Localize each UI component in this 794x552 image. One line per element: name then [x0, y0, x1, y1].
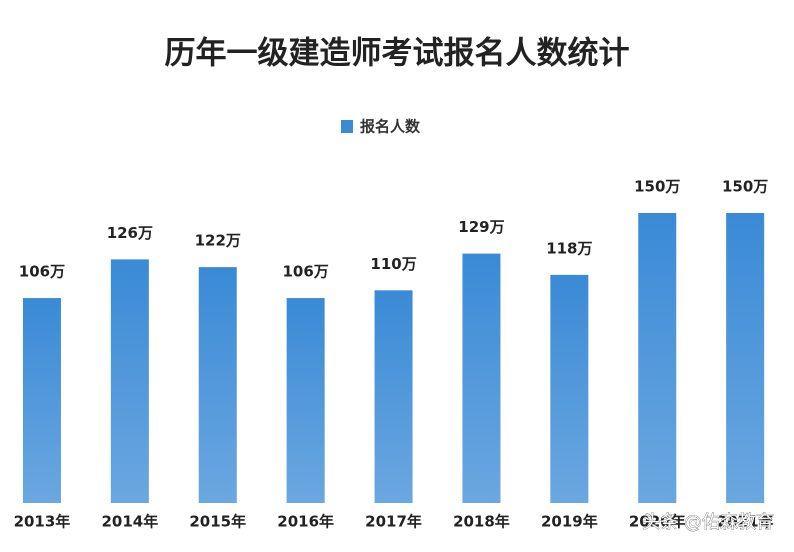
x-tick-label: 2020年 [629, 513, 686, 531]
bar-shade [638, 213, 677, 503]
x-tick-label: 2013年 [14, 513, 71, 531]
plot: 106万 2013年 126万 2014年 122万 2015年 106万 2016年 110万… [14, 178, 774, 531]
legend-swatch [341, 120, 353, 133]
x-tick-label: 2014年 [101, 513, 158, 531]
x-tick-label: 2017年 [365, 513, 422, 531]
value-label: 106万 [282, 263, 328, 281]
chart-title: 历年一级建造师考试报名人数统计 [165, 36, 630, 72]
value-label: 106万 [19, 263, 65, 281]
value-label: 150万 [634, 178, 680, 196]
x-tick-label: 2018年 [453, 513, 510, 531]
bar-shade [110, 259, 149, 503]
watermark: 头条 @佑森教育 [642, 512, 774, 533]
value-label: 110万 [370, 255, 416, 273]
legend-label: 报名人数 [360, 118, 421, 136]
bar-shade [550, 274, 589, 503]
x-tick-label: 2021年 [717, 513, 774, 531]
bar-shade [374, 290, 413, 503]
value-label: 126万 [107, 224, 153, 242]
value-label: 129万 [458, 218, 504, 236]
value-label: 118万 [546, 239, 592, 257]
bar-shade [462, 253, 501, 503]
bar-shade [22, 298, 61, 503]
value-label: 150万 [722, 178, 768, 196]
value-label: 122万 [195, 232, 241, 250]
x-tick-label: 2015年 [189, 513, 246, 531]
bar-shade [286, 298, 325, 503]
x-tick-label: 2016年 [277, 513, 334, 531]
bar-shade [726, 213, 765, 503]
bar-shade [198, 267, 237, 503]
x-tick-label: 2019年 [541, 513, 598, 531]
